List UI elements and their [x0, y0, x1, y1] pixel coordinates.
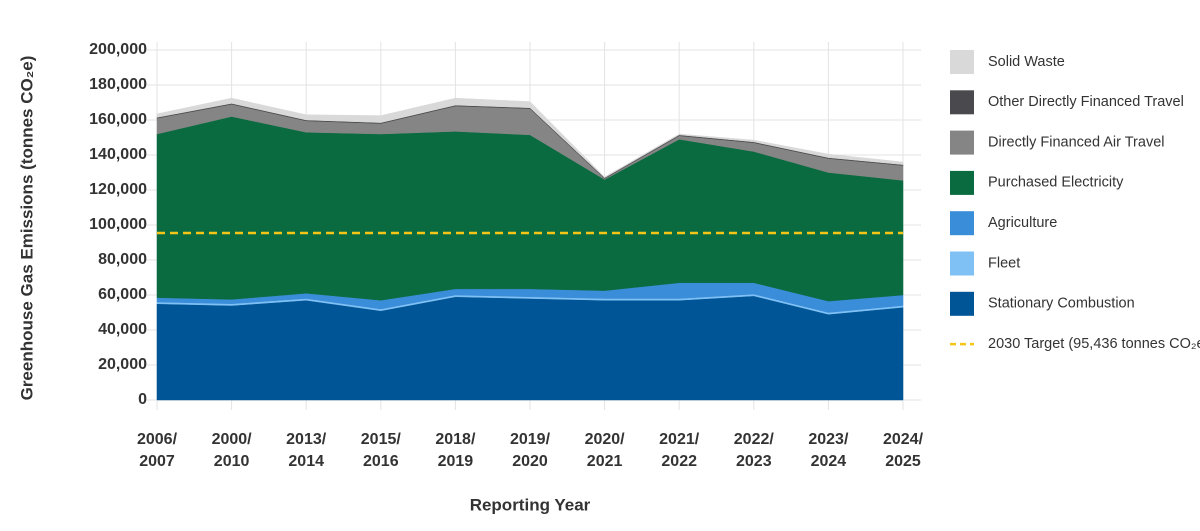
y-tick-label: 160,000: [89, 111, 147, 128]
legend-label: 2030 Target (95,436 tonnes CO₂e): [988, 336, 1200, 352]
legend-label: Agriculture: [988, 215, 1057, 231]
x-tick-label: 2018/ 2019: [435, 431, 476, 470]
x-tick-label: 2024/ 2025: [882, 431, 924, 470]
y-axis-title: Greenhouse Gas Emissions (tonnes CO₂e): [17, 56, 36, 401]
y-tick-label: 120,000: [89, 181, 147, 198]
x-tick-label: 2000/ 2010: [211, 431, 252, 470]
area: [156, 97, 904, 179]
legend-swatch: [950, 130, 974, 155]
y-tick-label: 100,000: [89, 216, 147, 233]
legend-label: Fleet: [988, 255, 1020, 271]
legend-swatch: [950, 90, 974, 115]
area: [156, 116, 904, 302]
legend-swatch: [950, 211, 974, 236]
x-tick-label: 2020/ 2021: [584, 431, 625, 470]
legend-label: Stationary Combustion: [988, 296, 1135, 312]
x-tick-label: 2022/ 2023: [733, 431, 774, 470]
x-tick-label: 2013/ 2014: [286, 431, 327, 470]
x-tick-label: 2006/ 2007: [136, 431, 178, 470]
legend-swatch: [950, 170, 974, 195]
y-tick-label: 0: [138, 391, 147, 408]
x-tick-label: 2021/ 2022: [659, 431, 700, 470]
y-tick-label: 40,000: [98, 321, 147, 338]
y-tick-label: 60,000: [98, 286, 147, 303]
legend-swatch: [950, 50, 974, 74]
legend-label: Purchased Electricity: [988, 175, 1124, 191]
y-tick-label: 140,000: [89, 146, 147, 163]
x-axis-title: Reporting Year: [470, 495, 591, 514]
legend-label: Other Directly Financed Travel: [988, 94, 1184, 110]
x-tick-label: 2019/ 2020: [509, 431, 551, 470]
y-tick-label: 200,000: [89, 41, 147, 58]
legend-label: Solid Waste: [988, 54, 1065, 70]
area: [156, 295, 904, 401]
x-tick-label: 2015/ 2016: [360, 431, 401, 470]
legend-label: Directly Financed Air Travel: [988, 134, 1164, 150]
y-tick-label: 20,000: [98, 356, 147, 373]
legend-swatch: [950, 291, 974, 316]
legend-swatch: [950, 251, 974, 276]
y-tick-label: 80,000: [98, 251, 147, 268]
y-tick-label: 180,000: [89, 76, 147, 93]
x-tick-label: 2023/ 2024: [808, 431, 849, 470]
